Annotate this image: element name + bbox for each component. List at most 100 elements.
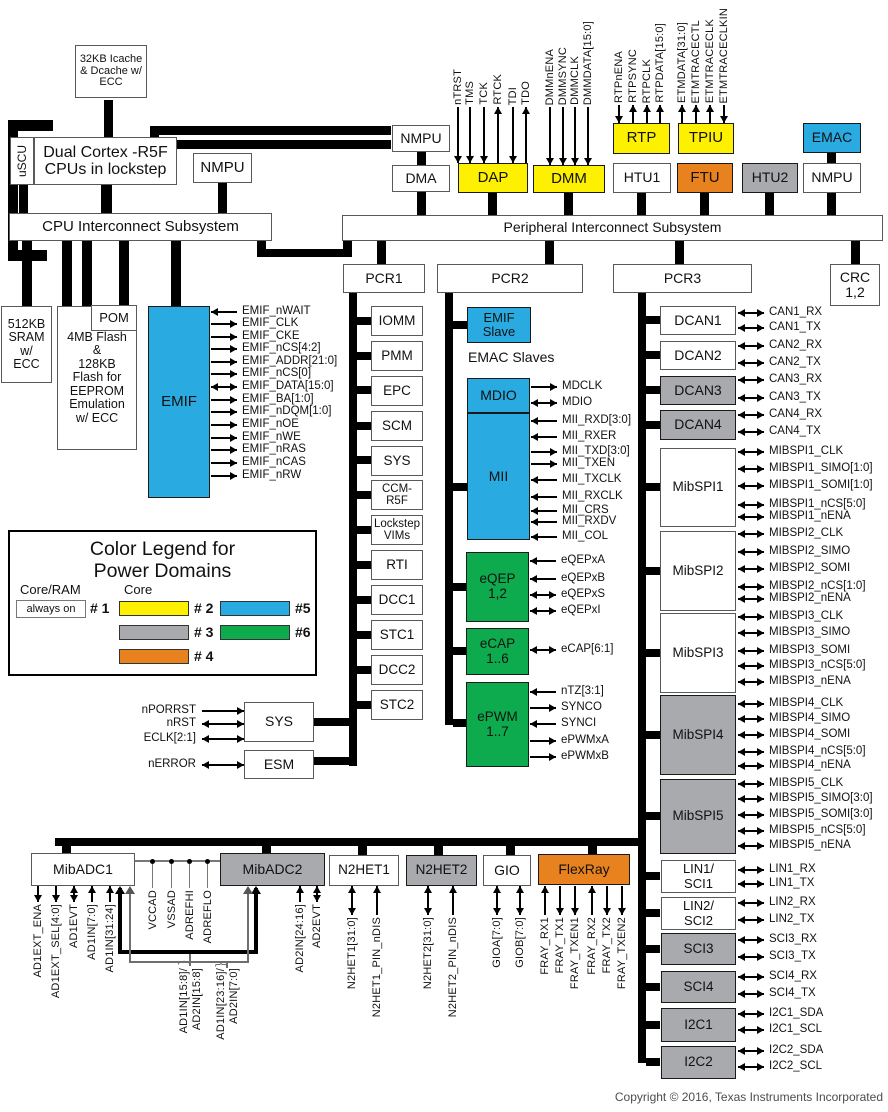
bus-segment [357, 701, 371, 709]
arrowhead-icon [373, 886, 381, 893]
signal-ecap-6-1-label: eCAP[6:1] [561, 643, 614, 655]
signal-i2c2-scl-line [738, 1066, 764, 1068]
arrowhead-icon [757, 565, 764, 573]
signal-emif-ncas-label: EMIF_nCAS [242, 456, 306, 468]
signal-mibspi1-ncs-5-0-label: MIBSPI1_nCS[5:0] [769, 498, 866, 510]
block-rti-label: RTI [386, 556, 408, 572]
arrowhead-icon [738, 748, 745, 756]
block-i2c1-label: I2C1 [684, 1016, 713, 1032]
bus-segment [357, 352, 371, 360]
signal-mibspi5-simo-3-0-label: MIBSPI5_SIMO[3:0] [769, 792, 873, 804]
arrowhead-icon [559, 158, 567, 165]
block-sram-label: w/ [20, 343, 33, 358]
signal-dmmclk-label-text: DMMCLK [568, 56, 581, 105]
signal-emif-cke-label: EMIF_CKE [242, 330, 300, 342]
signal-i2c2-sda-line [738, 1050, 764, 1052]
signal-i2c1-scl-line [738, 1029, 764, 1031]
arrowhead-icon [541, 886, 549, 893]
bus-segment [357, 596, 371, 604]
signal-tms-line [469, 107, 471, 163]
arrowhead-icon [424, 886, 432, 893]
arrowhead-icon [738, 990, 745, 998]
signal-emif-ncs-0-line [211, 373, 237, 375]
bus-segment [358, 846, 367, 855]
arrowhead-icon [571, 908, 579, 915]
block-eqep: eQEP 1,2 [466, 552, 529, 622]
bus-segment [827, 153, 836, 163]
signal-mibspi3-somi-line [738, 650, 764, 652]
signal-mibspi3-ncs-5-0-line [738, 665, 764, 667]
arrowhead-icon [692, 105, 700, 112]
signal-mii-rxclk-label: MII_RXCLK [562, 490, 623, 502]
signal-can3-tx-label: CAN3_TX [769, 391, 821, 403]
signal-rtck-line [497, 107, 499, 163]
signal-dmmdata-15-0-label: DMMDATA[15:0] [580, 0, 596, 105]
arrowhead-icon [738, 548, 745, 556]
block-scm-label: SCM [382, 417, 412, 433]
arrowhead-icon [70, 886, 78, 893]
connector-line [118, 888, 122, 954]
block-uscu-label: uSCU [14, 144, 29, 177]
block-sci4: SCI4 [661, 971, 736, 1003]
arrowhead-icon [757, 880, 764, 888]
arrowhead-icon [738, 513, 745, 521]
block-cpu-interconnect: CPU Interconnect Subsystem [9, 213, 272, 241]
block-ftu-label: FTU [690, 168, 720, 186]
arrowhead-icon [549, 753, 556, 761]
signal-mibspi5-somi-3-0-label: MIBSPI5_SOMI[3:0] [769, 808, 873, 820]
signal-can1-rx-label: CAN1_RX [769, 306, 823, 318]
arrowhead-icon [738, 565, 745, 573]
arrowhead-icon [618, 908, 626, 915]
signal-emif-nras-label: EMIF_nRAS [242, 443, 306, 455]
arrowhead-icon [230, 472, 237, 480]
signal-etmtraceclkin-label-text: ETMTRACECLKIN [717, 7, 730, 104]
block-scm: SCM [371, 411, 423, 441]
block-pmm-label: PMM [381, 347, 413, 363]
connector-line [247, 888, 249, 963]
block-i2c2-label: I2C2 [684, 1054, 713, 1070]
block-stc2-label: STC2 [379, 696, 415, 712]
block-sys-main-label: SYS [264, 713, 293, 730]
signal-i2c1-scl-label: I2C1_SCL [769, 1023, 823, 1035]
bus-segment [646, 812, 660, 820]
block-ftu: FTU [677, 163, 733, 193]
signal-mibspi4-simo-label: MIBSPI4_SIMO [769, 712, 851, 724]
signal-lin1-rx-line [738, 869, 764, 871]
arrowhead-icon [348, 886, 356, 893]
bus-segment [453, 583, 467, 591]
signal-mii-crs-line [531, 510, 557, 512]
arrowhead-icon [757, 990, 764, 998]
block-pom-label: POM [99, 309, 129, 325]
arrowhead-icon [738, 1010, 745, 1018]
signal-emif-noe-label: EMIF_nOE [242, 418, 299, 430]
block-htu2: HTU2 [742, 163, 798, 193]
signal-mibspi5-ncs-5-0-label: MIBSPI5_nCS[5:0] [769, 824, 866, 836]
arrowhead-icon [230, 345, 237, 353]
signal-ad1ext-sel-4-0-line [55, 886, 57, 902]
block-mibspi3-label: MibSPI3 [672, 644, 724, 660]
signal-mibspi5-nena-line [738, 845, 764, 847]
arrowhead-icon [230, 421, 237, 429]
block-nmpu-emac-label: NMPU [811, 169, 853, 186]
block-cortex-label: CPUs in lockstep [44, 161, 167, 178]
signal-mibspi1-ncs-5-0-line [738, 504, 764, 506]
arrowhead-icon [738, 880, 745, 888]
block-mibadc1: MibADC1 [31, 853, 135, 886]
signal-i2c1-sda-line [738, 1013, 764, 1015]
arrowhead-icon [757, 1010, 764, 1018]
block-n2het2-label: N2HET2 [415, 862, 468, 878]
signal-epwmxb-label: ePWMxB [561, 750, 609, 762]
bus-segment [357, 666, 371, 674]
arrowhead-icon [588, 886, 596, 893]
block-emac: EMAC [803, 123, 861, 153]
arrowhead-icon [530, 591, 537, 599]
block-sci4-label: SCI4 [683, 978, 714, 994]
legend-num-4: # 4 [194, 648, 214, 664]
bus-segment [506, 846, 515, 855]
arrowhead-icon [230, 434, 237, 442]
arrowhead-icon [738, 530, 745, 538]
arrowhead-icon [237, 735, 244, 743]
arrowhead-icon [546, 158, 554, 165]
block-sram-label: ECC [13, 357, 40, 371]
signal-mii-col-label: MII_COL [562, 530, 609, 542]
